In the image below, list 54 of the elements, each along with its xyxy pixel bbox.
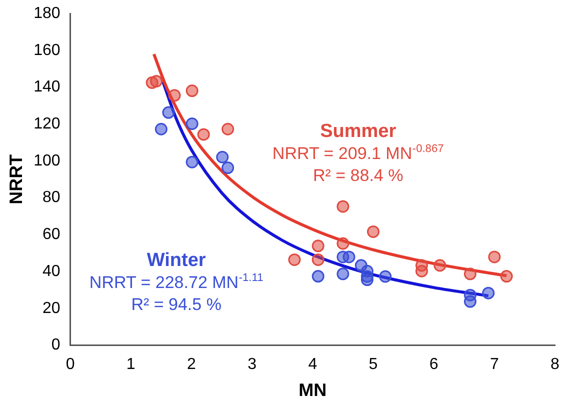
point	[222, 122, 234, 136]
point	[162, 106, 175, 119]
point	[312, 240, 324, 252]
point	[336, 268, 350, 280]
y-tick-label: 120	[34, 116, 60, 133]
point	[464, 268, 476, 280]
point	[186, 84, 198, 98]
point	[216, 150, 229, 164]
point	[366, 225, 380, 238]
x-tick-label: 7	[490, 356, 499, 374]
point	[482, 286, 495, 300]
point	[415, 264, 428, 278]
point	[197, 128, 210, 141]
x-tick-label: 4	[308, 356, 318, 374]
annotation: R² = 88.4 %	[312, 166, 404, 186]
y-tick-label: 160	[34, 42, 60, 59]
x-tick-label: 3	[248, 356, 257, 374]
y-tick-label: 40	[42, 262, 60, 280]
y-tick-label: 80	[42, 189, 60, 206]
point	[342, 250, 356, 264]
point	[154, 122, 168, 136]
point	[336, 237, 350, 250]
point	[186, 156, 198, 168]
point	[336, 200, 350, 213]
y-tick-label: 140	[34, 78, 60, 96]
point	[150, 74, 163, 88]
x-axis-title: MN	[298, 380, 327, 400]
point	[222, 162, 234, 174]
point	[186, 118, 198, 130]
text: Summer	[320, 121, 397, 142]
point	[360, 274, 374, 286]
y-tick-label: 180	[34, 5, 60, 22]
point	[500, 270, 513, 283]
point	[379, 270, 392, 283]
y-axis-title: NRRT	[6, 154, 26, 204]
point	[464, 295, 476, 308]
x-tick-label: 1	[126, 356, 136, 374]
point	[168, 89, 181, 102]
y-tick-label: 20	[42, 300, 60, 317]
point	[312, 253, 324, 266]
x-tick-label: 6	[429, 356, 438, 374]
x-tick-label: 8	[550, 356, 560, 374]
y-tick-label: 100	[34, 152, 60, 170]
point	[434, 259, 446, 272]
point	[312, 270, 324, 283]
x-tick-label: 2	[187, 356, 196, 374]
text: Winter	[146, 250, 206, 271]
x-tick-label: 5	[368, 356, 378, 374]
y-tick-label: 60	[42, 226, 60, 244]
annotation: R² = 94.5 %	[131, 294, 222, 314]
point	[488, 250, 501, 264]
x-tick-label: 0	[66, 356, 75, 374]
point	[288, 253, 301, 266]
y-tick-label: 0	[51, 336, 60, 354]
